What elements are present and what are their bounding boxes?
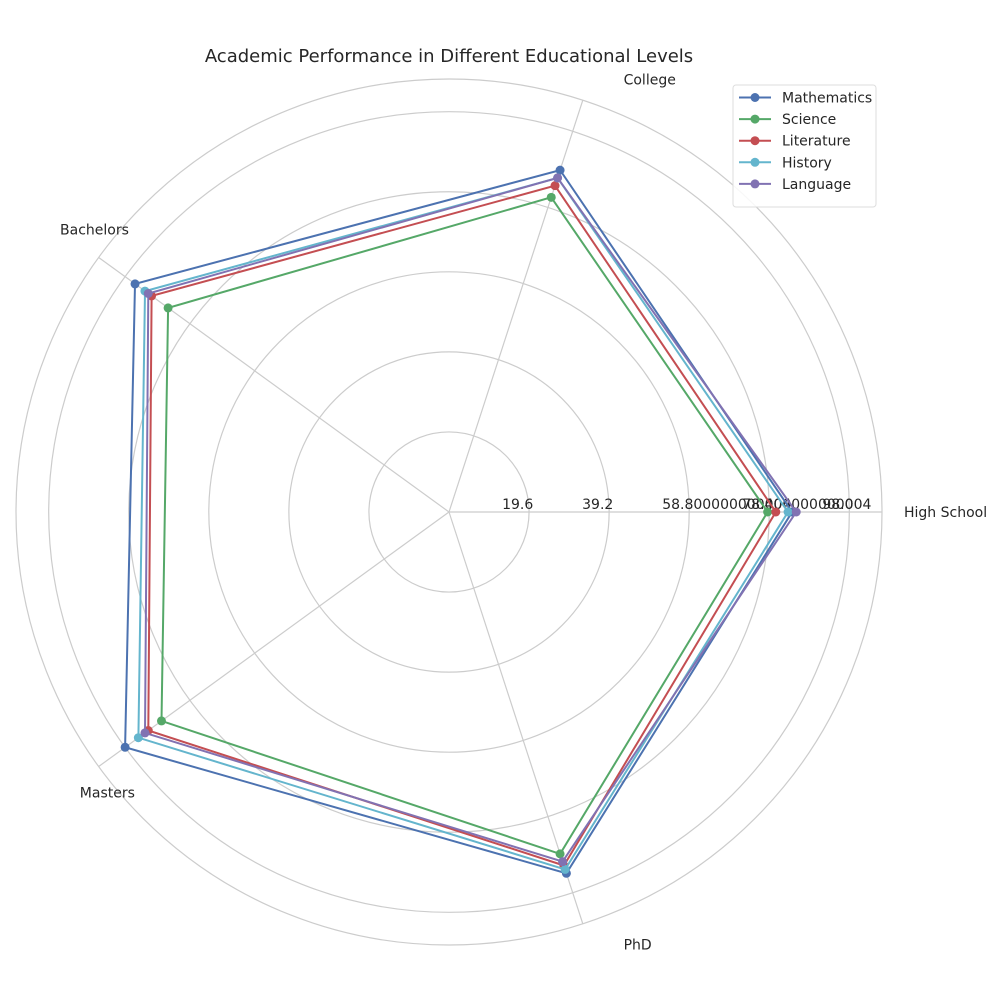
legend-box (732, 84, 877, 208)
axis-label: PhD (624, 938, 652, 954)
axis-label: Bachelors (60, 223, 129, 239)
legend-label: Science (782, 112, 836, 128)
data-point (763, 507, 773, 517)
legend-marker (750, 114, 760, 124)
series-line (160, 196, 769, 856)
series-history (133, 173, 793, 874)
legend-marker (750, 157, 760, 167)
axis-label: High School (904, 505, 987, 521)
series-literature (143, 181, 781, 871)
legend-marker (750, 136, 760, 146)
data-point (120, 742, 130, 752)
data-point (553, 173, 563, 183)
legend-label: History (782, 155, 832, 171)
axis-label: Masters (80, 785, 135, 801)
data-point (163, 303, 173, 313)
data-point (156, 716, 166, 726)
chart-title: Academic Performance in Different Educat… (205, 46, 693, 67)
data-point (555, 849, 565, 859)
data-point (140, 728, 150, 738)
data-point (771, 507, 781, 517)
spoke-3 (98, 257, 450, 513)
data-point (143, 289, 153, 299)
r-tick-label: 19.6 (502, 497, 533, 513)
legend-entry: Science (739, 112, 836, 128)
data-series (120, 165, 801, 878)
data-point (783, 507, 793, 517)
series-line (143, 176, 798, 863)
legend-label: Literature (782, 134, 851, 150)
series-science (156, 192, 773, 859)
data-point (558, 857, 568, 867)
axis-label: College (624, 72, 676, 88)
radial-tick-labels: 19.6 39.2 58.80000000000478.40000000000498… (502, 497, 871, 513)
legend-entry: Literature (739, 134, 851, 150)
legend-marker (750, 179, 760, 189)
series-line (124, 168, 794, 875)
data-point (133, 733, 143, 743)
r-tick-label: 98.0 (822, 497, 853, 513)
legend-entry: Language (739, 177, 851, 193)
legend: Mathematics Science Literature History Langu… (732, 84, 877, 208)
legend-entry: Mathematics (739, 91, 872, 107)
axis-labels: High School College Bachelors Masters PhD (60, 72, 987, 953)
spoke-2 (448, 100, 584, 513)
legend-label: Language (782, 177, 851, 193)
series-line (137, 176, 790, 871)
r-tick-label: 39.2 (582, 497, 613, 513)
spoke-4 (98, 511, 450, 767)
legend-label: Mathematics (782, 91, 872, 107)
data-point (560, 864, 570, 874)
legend-marker (750, 93, 760, 102)
data-point (791, 507, 801, 517)
series-language (140, 173, 801, 867)
data-point (555, 165, 565, 175)
data-point (550, 181, 560, 191)
data-point (130, 279, 140, 289)
legend-entry: History (739, 155, 832, 171)
data-point (546, 192, 556, 202)
